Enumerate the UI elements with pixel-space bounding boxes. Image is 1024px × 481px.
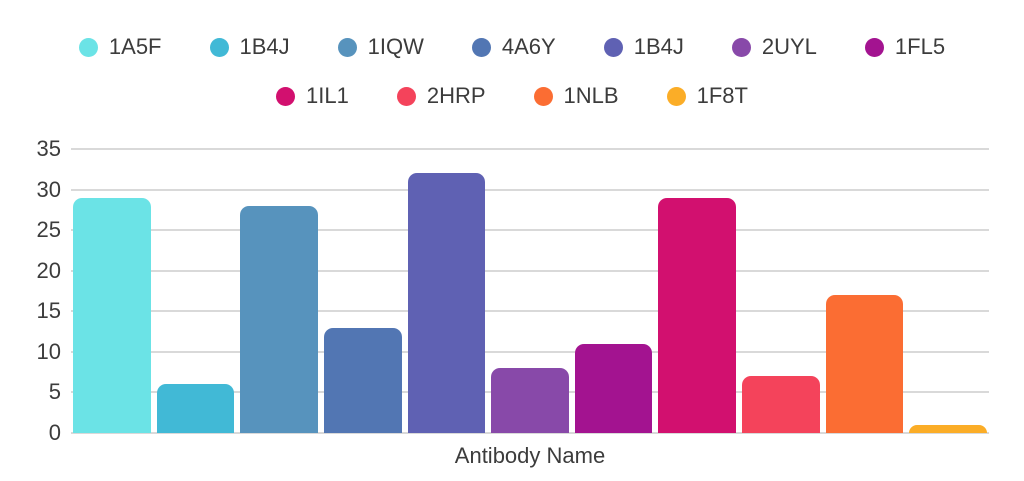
y-tick-label-0: 0	[48, 420, 61, 445]
legend-swatch-icon	[731, 37, 751, 57]
bar-1IL1	[658, 197, 737, 433]
bar-1IQW	[240, 205, 318, 433]
legend-item-label: 1FL5	[894, 34, 946, 59]
y-tick-label-15: 15	[36, 298, 61, 324]
bar-1B4J	[407, 173, 486, 433]
x-axis-label: Antibody Name	[454, 443, 606, 468]
legend-item-label: 1F8T	[696, 83, 748, 108]
gridline-10	[71, 350, 989, 353]
bar-1B4J	[156, 384, 235, 433]
legend-item-1A5F: 1A5F	[78, 34, 162, 59]
legend-item-1FL5: 1FL5	[864, 34, 946, 59]
y-tick-label-5: 5	[48, 379, 61, 405]
legend-swatch-icon	[471, 37, 491, 57]
legend-swatch-icon	[864, 37, 884, 57]
legend-swatch-icon	[533, 86, 553, 106]
plot-area: 0 5 10 15 20 25 30 35	[37, 138, 989, 444]
legend-item-2HRP: 2HRP	[396, 83, 486, 108]
legend-row-2: 1IL1 2HRP 1NLB 1F8T	[276, 85, 748, 107]
gridline-15	[71, 310, 989, 313]
bar-1FL5	[574, 343, 653, 433]
bar-1A5F	[73, 197, 151, 433]
y-tick-label-10: 10	[36, 338, 61, 364]
bar-1F8T	[909, 424, 988, 433]
legend-item-label: 1B4J	[633, 34, 684, 59]
y-tick-label-25: 25	[36, 217, 61, 243]
gridline-20	[71, 269, 989, 272]
legend-swatch-icon	[396, 86, 416, 106]
legend-item-label: 2HRP	[426, 83, 486, 108]
y-tick-label-35: 35	[36, 136, 61, 161]
bars-container	[73, 149, 988, 433]
bar-1NLB	[825, 295, 904, 433]
legend-item-1IL1: 1IL1	[276, 85, 349, 107]
y-tick-label-20: 20	[36, 257, 61, 283]
legend-item-label: 1IQW	[367, 34, 424, 59]
legend-item-1F8T: 1F8T	[666, 83, 748, 108]
bar-2UYL	[491, 368, 569, 433]
legend-row-1: 1A5F 1B4J 1IQW 4A6Y 1B4J 2UYL 1FL5	[78, 34, 946, 59]
legend-item-1NLB: 1NLB	[533, 83, 619, 108]
legend-item-label: 1A5F	[108, 34, 162, 59]
legend-item-label: 1IL1	[306, 83, 349, 108]
legend-item-label: 1NLB	[563, 83, 619, 108]
legend-item-1B4J: 1B4J	[603, 34, 684, 59]
legend-swatch-icon	[276, 86, 296, 106]
legend-item-2UYL: 2UYL	[731, 34, 817, 59]
legend-swatch-icon	[666, 86, 686, 106]
gridline-35	[71, 148, 989, 150]
bar-4A6Y	[323, 327, 402, 433]
legend-item-label: 2UYL	[761, 34, 817, 59]
legend-item-1B4J: 1B4J	[209, 34, 290, 59]
legend: 1A5F 1B4J 1IQW 4A6Y 1B4J 2UYL 1FL5 1IL1 2HRP 1NLB…	[0, 36, 1024, 107]
legend-swatch-icon	[337, 37, 357, 57]
y-tick-label-30: 30	[36, 176, 61, 202]
bar-2HRP	[742, 376, 820, 433]
gridline-30	[71, 188, 989, 191]
gridline-25	[71, 229, 989, 232]
legend-swatch-icon	[78, 37, 98, 57]
legend-item-label: 1B4J	[239, 34, 290, 59]
gridline-0	[71, 432, 989, 434]
legend-item-4A6Y: 4A6Y	[471, 34, 556, 59]
legend-item-label: 4A6Y	[501, 34, 556, 59]
legend-item-1IQW: 1IQW	[337, 34, 424, 59]
legend-swatch-icon	[603, 37, 623, 57]
legend-swatch-icon	[209, 37, 229, 57]
